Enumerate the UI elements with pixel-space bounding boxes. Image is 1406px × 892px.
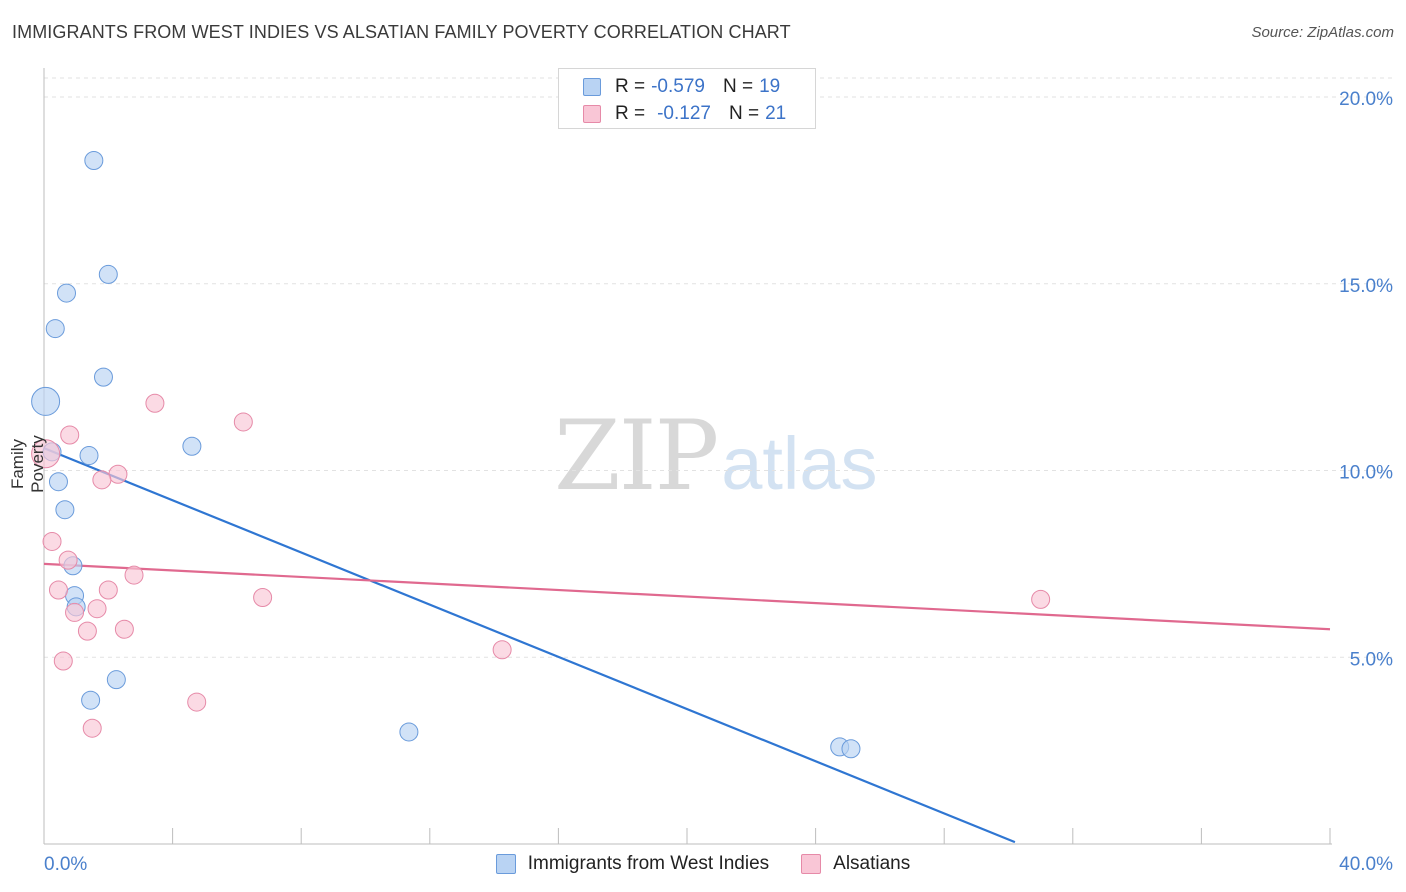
- r-value: -0.127: [657, 103, 711, 124]
- west-indies-point: [106, 670, 126, 690]
- watermark: ZIP atlas: [554, 400, 878, 512]
- west-indies-point: [399, 722, 419, 742]
- alsatians-point: [124, 565, 144, 585]
- r-label: R =: [615, 76, 646, 97]
- legend-row-alsatians: R = -0.127 N = 21: [583, 102, 786, 126]
- west-indies-point: [841, 739, 861, 759]
- series-legend: Immigrants from West Indies Alsatians: [0, 852, 1406, 876]
- west-indies-swatch: [495, 854, 516, 874]
- alsatians-point: [53, 651, 73, 671]
- west-indies-point: [48, 472, 68, 492]
- axis-layer: [43, 68, 1332, 845]
- alsatians-point: [187, 692, 207, 712]
- n-label: N =: [728, 103, 760, 124]
- points-layer: [31, 150, 1051, 759]
- r-label: R =: [615, 103, 646, 124]
- y-tick-label: 5.0%: [1350, 649, 1393, 670]
- trend-layer: [43, 447, 1331, 844]
- west-indies-point: [57, 283, 77, 303]
- alsatians-point: [77, 621, 97, 641]
- alsatians-point: [1031, 589, 1051, 609]
- n-value: 21: [765, 103, 787, 124]
- west-indies-point: [31, 386, 61, 416]
- alsatians-point: [58, 550, 78, 570]
- alsatians-point: [233, 412, 253, 432]
- west-indies-point: [45, 319, 65, 339]
- alsatians-swatch: [583, 105, 601, 123]
- y-tick-label: 20.0%: [1339, 89, 1393, 110]
- n-value: 19: [759, 76, 781, 97]
- alsatians-point: [31, 439, 61, 469]
- watermark-zip: ZIP: [554, 400, 719, 512]
- legend-label: Alsatians: [833, 853, 911, 874]
- tick-label-layer: 5.0% 10.0% 15.0% 20.0% 0.0% 40.0%: [44, 89, 1393, 875]
- alsatians-point: [108, 464, 128, 484]
- west-indies-point: [182, 436, 202, 456]
- alsatians-point: [98, 580, 118, 600]
- alsatians-point: [114, 619, 134, 639]
- alsatians-point: [42, 531, 62, 551]
- west-indies-point: [93, 367, 113, 387]
- y-tick-label: 10.0%: [1339, 463, 1393, 484]
- west-indies-point: [84, 150, 104, 170]
- west-indies-point: [98, 264, 118, 284]
- legend-label: Immigrants from West Indies: [527, 853, 770, 874]
- alsatians-point: [48, 580, 68, 600]
- y-axis-label: Family Poverty: [8, 435, 47, 493]
- x-tick-label: 40.0%: [1339, 854, 1393, 875]
- west-indies-point: [81, 690, 101, 710]
- alsatians-point: [82, 718, 102, 738]
- legend-item-alsatians[interactable]: Alsatians: [801, 853, 910, 875]
- alsatians-point: [253, 587, 273, 607]
- chart-source: Source: ZipAtlas.com: [1251, 24, 1394, 41]
- alsatians-point: [60, 425, 80, 445]
- n-label: N =: [722, 76, 754, 97]
- alsatians-point: [145, 393, 165, 413]
- watermark-atlas: atlas: [721, 422, 878, 505]
- x-tick-label: 0.0%: [44, 854, 87, 875]
- west-indies-point: [55, 500, 75, 520]
- alsatians-point: [92, 470, 112, 490]
- y-tick-label: 15.0%: [1339, 276, 1393, 297]
- r-value: -0.579: [651, 76, 705, 97]
- alsatians-point: [65, 602, 85, 622]
- alsatians-point: [492, 640, 512, 660]
- west-indies-trend-line: [43, 447, 1016, 844]
- west-indies-swatch: [583, 78, 601, 96]
- legend-row-west-indies: R = -0.579 N = 19: [583, 75, 780, 99]
- west-indies-point: [79, 446, 99, 466]
- chart-title: IMMIGRANTS FROM WEST INDIES VS ALSATIAN …: [12, 22, 791, 42]
- alsatians-swatch: [801, 854, 822, 874]
- correlation-legend: R = -0.579 N = 19 R = -0.127 N = 21: [558, 68, 816, 129]
- grid-layer: [44, 77, 1392, 658]
- alsatians-point: [87, 599, 107, 619]
- alsatians-trend-line: [43, 562, 1331, 631]
- legend-item-west-indies[interactable]: Immigrants from West Indies: [495, 853, 770, 875]
